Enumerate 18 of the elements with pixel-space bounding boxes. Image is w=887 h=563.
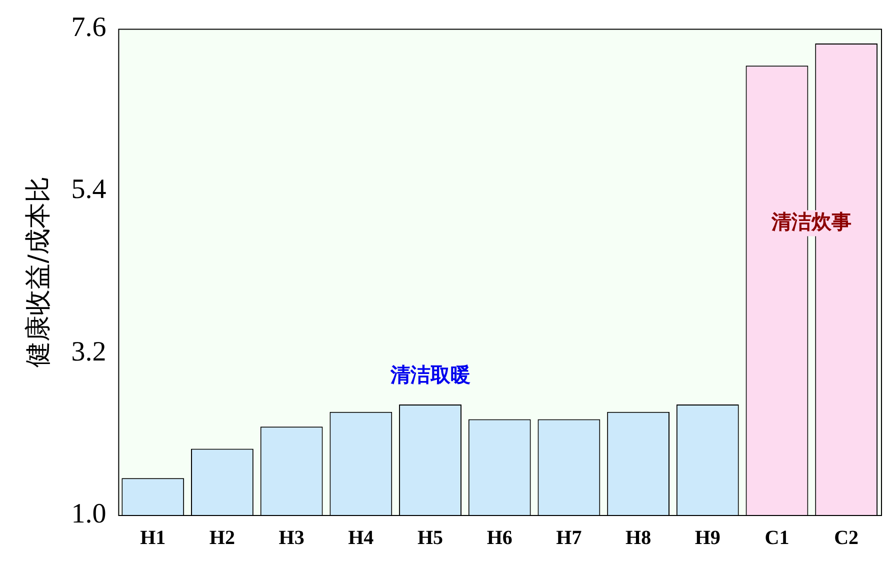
- x-tick-label: H3: [278, 527, 304, 550]
- x-tick-label: H8: [626, 527, 652, 550]
- x-tick-label: H2: [209, 527, 235, 550]
- x-tick-label: H9: [694, 527, 720, 550]
- annotation: 清洁炊事: [770, 209, 852, 234]
- x-tick-label: H7: [556, 527, 582, 550]
- y-axis-title: 健康收益/成本比: [23, 176, 54, 368]
- y-tick-label: 1.0: [71, 498, 106, 530]
- y-tick-label: 5.4: [71, 174, 106, 206]
- y-tick-label: 7.6: [71, 12, 106, 44]
- x-tick-label: H1: [140, 527, 166, 550]
- x-tick-label: H6: [486, 527, 512, 550]
- x-tick-label: H4: [348, 527, 374, 550]
- x-tick-label: C1: [764, 527, 790, 550]
- annotation: 清洁取暖: [389, 362, 470, 387]
- x-tick-label: C2: [834, 527, 859, 550]
- x-tick-label: H5: [417, 527, 444, 550]
- y-tick-label: 3.2: [71, 336, 106, 368]
